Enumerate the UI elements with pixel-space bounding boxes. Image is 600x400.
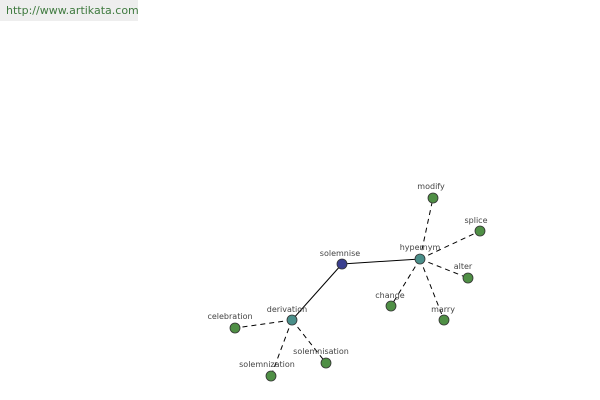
nodes: [229, 192, 486, 382]
node-label[interactable]: derivation: [267, 305, 307, 314]
node-label[interactable]: solemnise: [320, 249, 360, 258]
node-label[interactable]: change: [375, 291, 405, 300]
edge: [291, 319, 327, 364]
edge: [234, 319, 293, 329]
node-label[interactable]: celebration: [207, 312, 252, 321]
edge: [270, 319, 293, 377]
node-label[interactable]: alter: [454, 262, 473, 271]
node[interactable]: [286, 314, 298, 326]
node[interactable]: [320, 357, 332, 369]
node[interactable]: [462, 272, 474, 284]
node-label[interactable]: splice: [464, 216, 487, 225]
node-label[interactable]: hypernym: [400, 243, 441, 252]
site-url[interactable]: http://www.artikata.com: [0, 0, 139, 21]
node[interactable]: [265, 370, 277, 382]
edge: [341, 258, 421, 265]
node[interactable]: [414, 253, 426, 265]
node-label[interactable]: solemnisation: [293, 347, 349, 356]
node[interactable]: [336, 258, 348, 270]
edge: [419, 230, 481, 260]
edge: [419, 258, 445, 321]
node-label[interactable]: solemnization: [239, 360, 295, 369]
node-label[interactable]: marry: [431, 305, 455, 314]
edge: [291, 263, 343, 321]
labels: solemnise hypernym derivation modify spl…: [207, 182, 487, 369]
edge: [390, 258, 421, 307]
node-label[interactable]: modify: [417, 182, 445, 191]
node[interactable]: [385, 300, 397, 312]
node[interactable]: [474, 225, 486, 237]
node[interactable]: [438, 314, 450, 326]
edges: [234, 197, 481, 377]
edge: [419, 197, 434, 260]
node[interactable]: [229, 322, 241, 334]
node[interactable]: [427, 192, 439, 204]
